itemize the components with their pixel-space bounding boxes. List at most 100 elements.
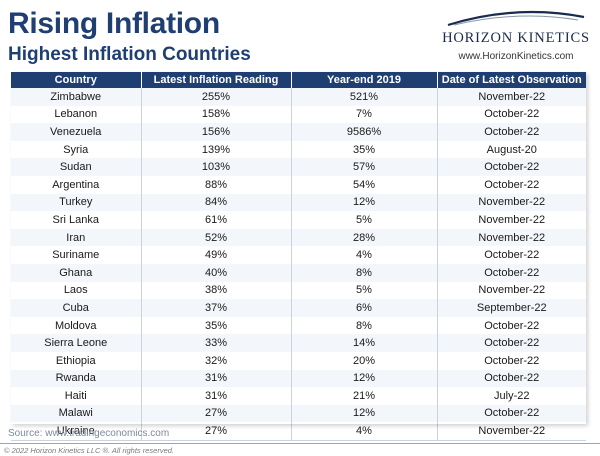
table-row: Syria 139% 35% August-20	[11, 140, 586, 159]
table-row: Rwanda 31% 12% October-22	[11, 369, 586, 388]
cell-country: Cuba	[11, 299, 142, 317]
cell-date-observation: October-22	[437, 334, 586, 352]
cell-latest-inflation: 38%	[141, 281, 292, 300]
cell-year-end-2019: 4%	[291, 246, 438, 264]
table-row: Turkey 84% 12% November-22	[11, 193, 586, 212]
table-row: Venezuela 156% 9586% October-22	[11, 123, 586, 141]
cell-latest-inflation: 255%	[141, 88, 292, 106]
table-row: Ukraine 27% 4% November-22	[11, 422, 586, 441]
cell-country: Zimbabwe	[11, 88, 142, 106]
logo-brand-name: HORIZON KINETICS	[442, 30, 590, 46]
cell-latest-inflation: 52%	[141, 228, 292, 247]
cell-year-end-2019: 4%	[291, 422, 438, 441]
cell-latest-inflation: 40%	[141, 263, 292, 282]
table-row: Cuba 37% 6% September-22	[11, 299, 586, 317]
horizon-kinetics-logo: HORIZON KINETICS www.HorizonKinetics.com	[438, 8, 594, 66]
cell-latest-inflation: 158%	[141, 105, 292, 124]
cell-country: Rwanda	[11, 369, 142, 388]
cell-latest-inflation: 156%	[141, 123, 292, 141]
cell-country: Iran	[11, 228, 142, 247]
cell-date-observation: September-22	[437, 299, 586, 317]
cell-date-observation: October-22	[437, 369, 586, 388]
cell-latest-inflation: 49%	[141, 246, 292, 264]
cell-country: Sudan	[11, 158, 142, 176]
cell-country: Turkey	[11, 193, 142, 212]
cell-latest-inflation: 33%	[141, 334, 292, 352]
cell-date-observation: October-22	[484, 178, 540, 191]
copyright-footer: © 2022 Horizon Kinetics LLC ®. All right…	[4, 446, 175, 455]
cell-year-end-2019: 9586%	[291, 123, 438, 141]
cell-date-observation: October-22	[437, 263, 586, 282]
header-year-end-2019: Year-end 2019	[291, 72, 438, 88]
table-row: Sri Lanka 61% 5% November-22	[11, 211, 586, 229]
cell-country: Sierra Leone	[11, 334, 142, 352]
logo-swoosh-icon	[447, 10, 585, 27]
cell-year-end-2019: 14%	[291, 334, 438, 352]
header-latest-inflation: Latest Inflation Reading	[141, 72, 292, 88]
cell-year-end-2019: 12%	[291, 193, 438, 212]
table-row: Zimbabwe 255% 521% November-22	[11, 88, 586, 106]
table-row: Ethiopia 32% 20% October-22	[11, 351, 586, 370]
table-row: Lebanon 158% 7% October-22	[11, 105, 586, 124]
cell-country: Lebanon	[11, 105, 142, 124]
cell-latest-inflation: 27%	[141, 422, 292, 441]
cell-country: Ukraine	[11, 422, 142, 441]
cell-date-observation: November-22	[437, 88, 586, 106]
logo-website: www.HorizonKinetics.com	[458, 51, 574, 62]
cell-country: Malawi	[11, 404, 142, 423]
cell-date-observation: November-22	[437, 193, 586, 212]
cell-year-end-2019: 12%	[291, 369, 438, 388]
cell-latest-inflation: 88%	[141, 175, 292, 194]
cell-year-end-2019: 7%	[291, 105, 438, 124]
cell-date-observation: November-22	[437, 422, 586, 441]
table-row: Malawi 27% 12% October-22	[11, 404, 586, 423]
table-row: Laos 38% 5% November-22	[11, 281, 586, 300]
page-subtitle: Highest Inflation Countries	[8, 44, 251, 65]
cell-year-end-2019: 8%	[291, 263, 438, 282]
cell-year-end-2019: 5%	[291, 211, 438, 229]
cell-year-end-2019: 8%	[291, 316, 438, 335]
source-note: Source: www.tradingeconomics.com	[8, 428, 170, 439]
cell-date-observation: August-20	[486, 143, 537, 156]
table-row: Sierra Leone 33% 14% October-22	[11, 334, 586, 352]
cell-country: Laos	[11, 281, 142, 300]
cell-country: Haiti	[11, 387, 142, 405]
cell-latest-inflation: 27%	[141, 404, 292, 423]
header-country: Country	[11, 72, 142, 88]
cell-country: Suriname	[11, 246, 142, 264]
cell-country: Sri Lanka	[11, 211, 142, 229]
cell-year-end-2019: 57%	[291, 158, 438, 176]
table-row: Ghana 40% 8% October-22	[11, 263, 586, 282]
cell-date-observation: October-22	[437, 123, 586, 141]
cell-date-observation: July-22	[494, 389, 530, 402]
header-date-observation: Date of Latest Observation	[437, 72, 586, 88]
table-row: Iran 52% 28% November-22	[11, 228, 586, 247]
cell-country: Ethiopia	[11, 351, 142, 370]
cell-latest-inflation: 32%	[141, 351, 292, 370]
cell-country: Syria	[11, 140, 142, 159]
cell-latest-inflation: 31%	[141, 387, 292, 405]
cell-latest-inflation: 35%	[141, 316, 292, 335]
cell-latest-inflation: 103%	[141, 158, 292, 176]
cell-country: Argentina	[11, 175, 142, 194]
cell-year-end-2019: 54%	[291, 175, 438, 194]
cell-country: Ghana	[11, 263, 142, 282]
cell-latest-inflation: 61%	[141, 211, 292, 229]
cell-date-observation: October-22	[484, 319, 540, 332]
table-row: Sudan 103% 57% October-22	[11, 158, 586, 176]
cell-country: Venezuela	[11, 123, 142, 141]
cell-date-observation: October-22	[484, 108, 540, 121]
cell-date-observation: November-22	[478, 284, 546, 297]
table-header-row: Country Latest Inflation Reading Year-en…	[11, 72, 586, 88]
cell-country: Moldova	[11, 316, 142, 335]
cell-year-end-2019: 21%	[291, 387, 438, 405]
table-row: Haiti 31% 21% July-22	[11, 387, 586, 405]
cell-date-observation: October-22	[437, 404, 586, 423]
cell-year-end-2019: 28%	[291, 228, 438, 247]
cell-year-end-2019: 6%	[291, 299, 438, 317]
cell-year-end-2019: 35%	[291, 140, 438, 159]
cell-date-observation: October-22	[437, 158, 586, 176]
cell-year-end-2019: 20%	[291, 351, 438, 370]
cell-year-end-2019: 521%	[291, 88, 438, 106]
inflation-table: Country Latest Inflation Reading Year-en…	[11, 72, 586, 441]
